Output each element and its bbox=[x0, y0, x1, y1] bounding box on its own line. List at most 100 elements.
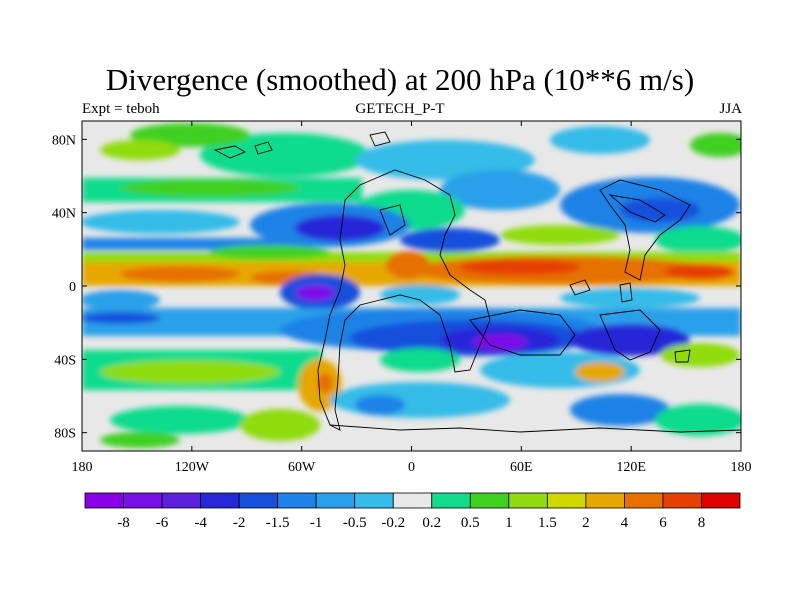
contour-field bbox=[82, 121, 741, 451]
colorbar-label: 2 bbox=[582, 515, 590, 531]
field-blob bbox=[120, 266, 240, 282]
colorbar-box bbox=[392, 492, 433, 509]
colorbar-label: 0.5 bbox=[461, 515, 480, 531]
field-blob bbox=[295, 285, 335, 301]
lon-tick-label: 180 bbox=[731, 460, 752, 475]
field-blob bbox=[560, 288, 700, 308]
longitude-axis: 180 120W 60W 0 60E 120E 180 bbox=[72, 121, 752, 475]
field-blob bbox=[110, 406, 250, 434]
colorbar-label: -6 bbox=[156, 515, 169, 531]
field-blob bbox=[82, 210, 240, 234]
field-blob bbox=[317, 373, 333, 393]
colorbar-box bbox=[200, 492, 240, 509]
lon-tick-label: 60W bbox=[288, 460, 316, 475]
colorbar-label: 0.2 bbox=[422, 515, 441, 531]
field-blob bbox=[380, 348, 460, 372]
field-blob bbox=[660, 343, 740, 367]
colorbar-box bbox=[662, 492, 702, 509]
field-blob bbox=[100, 360, 280, 384]
colorbar-box bbox=[354, 492, 394, 509]
field-blob bbox=[386, 251, 430, 279]
land-outline bbox=[329, 424, 741, 433]
field-blob bbox=[82, 312, 160, 324]
colorbar-box bbox=[508, 492, 548, 509]
field-blob bbox=[655, 226, 741, 254]
field-blob bbox=[472, 334, 528, 350]
field-blob bbox=[210, 245, 330, 259]
colorbar-box bbox=[277, 492, 317, 509]
field-blob bbox=[355, 140, 535, 180]
season-label: JJA bbox=[719, 101, 742, 117]
field-blob bbox=[500, 225, 620, 245]
land-outline bbox=[599, 179, 691, 281]
colorbar-label: -8 bbox=[117, 515, 130, 531]
colorbar-box bbox=[469, 492, 510, 509]
dataset-label: GETECH_P-T bbox=[355, 101, 445, 117]
field-blob bbox=[340, 270, 380, 282]
lon-tick-label: 120W bbox=[175, 460, 210, 475]
lon-tick-label: 180 bbox=[72, 460, 93, 475]
field-blob bbox=[460, 259, 580, 275]
land-outline bbox=[213, 145, 247, 159]
colorbar-box bbox=[161, 492, 201, 509]
field-blob bbox=[570, 394, 670, 426]
field-blob bbox=[295, 215, 385, 241]
latitude-axis: 80N 40N 0 40S 80S bbox=[52, 133, 741, 442]
land-outline bbox=[369, 131, 391, 147]
continent-outlines bbox=[213, 131, 741, 433]
colorbar-box bbox=[238, 492, 279, 509]
colorbar-label: -4 bbox=[194, 515, 207, 531]
lon-tick-label: 60E bbox=[510, 460, 533, 475]
field-blob bbox=[440, 170, 560, 210]
colorbar-label: 4 bbox=[621, 515, 629, 531]
field-blob bbox=[240, 409, 320, 441]
colorbar-box bbox=[624, 492, 664, 509]
colorbar-label: 8 bbox=[698, 515, 706, 531]
field-blob bbox=[665, 264, 735, 280]
field-blob bbox=[120, 179, 300, 197]
colorbar-label: 1 bbox=[505, 515, 513, 531]
colorbar-label: 1.5 bbox=[538, 515, 557, 531]
lat-tick-label: 80N bbox=[52, 133, 76, 148]
lon-tick-label: 120E bbox=[616, 460, 646, 475]
lat-tick-label: 80S bbox=[54, 427, 76, 442]
colorbar-box bbox=[701, 492, 741, 509]
colorbar-box bbox=[546, 492, 587, 509]
field-blob bbox=[400, 228, 500, 252]
field-blob bbox=[330, 382, 510, 418]
field-blob bbox=[655, 404, 741, 436]
colorbar-box bbox=[431, 492, 471, 509]
land-outline bbox=[379, 204, 406, 236]
colorbar-label: -2 bbox=[233, 515, 246, 531]
colorbar-label: 6 bbox=[659, 515, 667, 531]
field-blob bbox=[550, 126, 650, 154]
colorbar-label: -1 bbox=[310, 515, 323, 531]
land-outline bbox=[674, 349, 691, 363]
field-blob bbox=[130, 123, 250, 147]
field-blob bbox=[570, 324, 690, 356]
colorbar-label: -0.5 bbox=[343, 515, 367, 531]
colorbar-box bbox=[123, 492, 163, 509]
colorbar-box bbox=[84, 492, 124, 509]
field-blob bbox=[100, 432, 180, 448]
field-blob bbox=[355, 395, 405, 415]
land-outline bbox=[317, 169, 491, 431]
field-blob bbox=[575, 362, 625, 382]
land-outline bbox=[608, 194, 666, 223]
experiment-label: Expt = teboh bbox=[82, 101, 160, 117]
land-outline bbox=[619, 282, 633, 303]
land-outline bbox=[569, 279, 591, 296]
lat-tick-label: 40N bbox=[52, 207, 76, 222]
colorbar-box bbox=[585, 492, 625, 509]
colorbar: -8 -6 -4 -2 -1.5 -1 -0.5 -0.2 0.2 0.5 1 1.5 2 4 6 8 bbox=[84, 492, 741, 531]
colorbar-label: -1.5 bbox=[266, 515, 290, 531]
lon-tick-label: 0 bbox=[408, 460, 415, 475]
land-outline bbox=[469, 309, 576, 356]
chart-title: Divergence (smoothed) at 200 hPa (10**6 … bbox=[105, 62, 695, 97]
field-blob bbox=[690, 133, 741, 157]
land-outline bbox=[599, 309, 661, 361]
colorbar-box bbox=[315, 492, 356, 509]
land-outline bbox=[254, 141, 273, 155]
lat-tick-label: 0 bbox=[69, 280, 76, 295]
